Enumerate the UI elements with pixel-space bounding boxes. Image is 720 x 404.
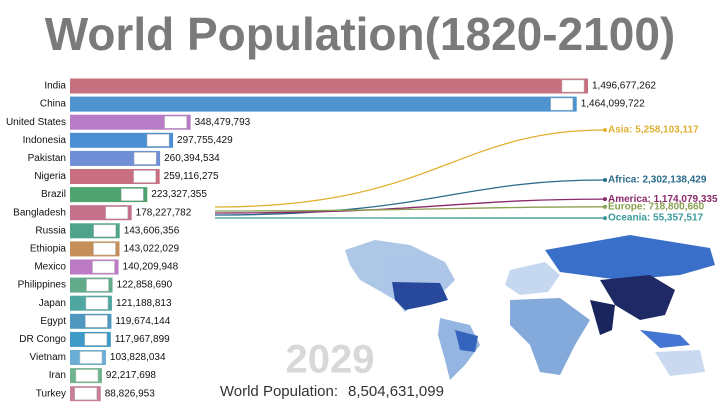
map-europe [505,262,560,295]
total-label: World Population: [220,383,338,400]
year-label: 2029 [286,338,375,382]
y-tick-label: Turkey [36,388,66,399]
flag [550,97,573,111]
value-label: 103,828,034 [110,352,166,363]
map-south-america [438,318,480,380]
y-tick-label: Bangladesh [13,207,66,218]
flag [93,242,116,256]
map-china [600,275,675,320]
value-label: 260,394,534 [164,153,220,164]
map-brazil [455,330,478,352]
value-label: 121,188,813 [116,298,172,309]
y-tick-label: India [44,81,66,92]
flag [105,206,128,219]
continent-line [214,198,606,214]
chart-title: World Population(1820-2100) [45,8,676,60]
y-tick-label: Iran [49,370,66,381]
continent-point [603,178,607,183]
continent-line [214,179,606,216]
value-label: 348,479,793 [195,117,251,128]
y-tick-label: Russia [35,225,66,236]
value-label: 140,209,948 [123,262,179,273]
value-label: 1,464,099,722 [581,99,645,110]
world-map [345,235,715,380]
continent-label: Africa: 2,302,138,429 [608,175,707,186]
map-africa [510,298,590,375]
bar [70,114,191,130]
y-tick-label: United States [6,117,66,128]
map-russia [545,235,715,280]
flag [74,387,97,400]
value-label: 88,826,953 [105,388,155,399]
flag [121,188,144,201]
value-label: 117,967,899 [115,334,170,345]
continent-label: Europe: 718,800,660 [608,201,705,212]
flag [85,315,108,328]
y-tick-label: China [40,99,67,110]
value-label: 122,858,690 [117,280,173,291]
continent-label: Asia: 5,258,103,117 [608,125,699,136]
total-value: 8,504,631,099 [348,383,444,400]
value-label: 92,217,698 [106,370,156,381]
value-label: 143,606,356 [124,225,180,236]
flag [93,224,116,238]
continent-point [603,127,607,132]
continent-label: America: 1,174,079,335 [608,194,718,205]
flag [86,278,109,292]
flag [79,351,103,364]
value-label: 1,496,677,262 [592,81,656,92]
flag [75,369,99,382]
value-label: 178,227,782 [136,207,192,218]
map-india [590,300,615,335]
flag [133,152,157,165]
y-tick-label: Indonesia [23,135,67,146]
value-label: 143,022,029 [123,244,179,255]
y-tick-label: Philippines [18,280,66,291]
value-label: 259,116,275 [164,171,219,182]
continent-point [603,197,607,202]
y-tick-label: Pakistan [28,153,66,164]
y-tick-label: Nigeria [34,171,66,182]
value-label: 223,327,355 [151,189,207,200]
flag [561,79,585,93]
bar [70,78,588,94]
y-tick-label: DR Congo [19,334,66,345]
continent-label: Oceania: 55,357,517 [608,213,704,224]
map-australia [655,350,705,376]
flag [164,115,187,129]
flag [84,333,108,346]
y-tick-label: Egypt [40,316,66,327]
continent-line [214,206,606,212]
flag [85,296,109,310]
value-label: 297,755,429 [177,135,233,146]
flag [146,134,170,147]
continent-point [603,204,607,209]
map-usa [392,282,448,310]
y-tick-label: Ethiopia [30,244,67,255]
map-indonesia [640,330,690,348]
y-tick-label: Brazil [41,189,66,200]
flag [133,170,156,183]
continent-line [214,129,606,208]
bar [70,96,577,112]
flag [92,260,115,274]
y-tick-label: Vietnam [29,352,66,363]
continent-point [603,216,607,221]
y-tick-label: Mexico [34,262,66,273]
y-tick-label: Japan [39,298,66,309]
value-label: 119,674,144 [115,316,170,327]
